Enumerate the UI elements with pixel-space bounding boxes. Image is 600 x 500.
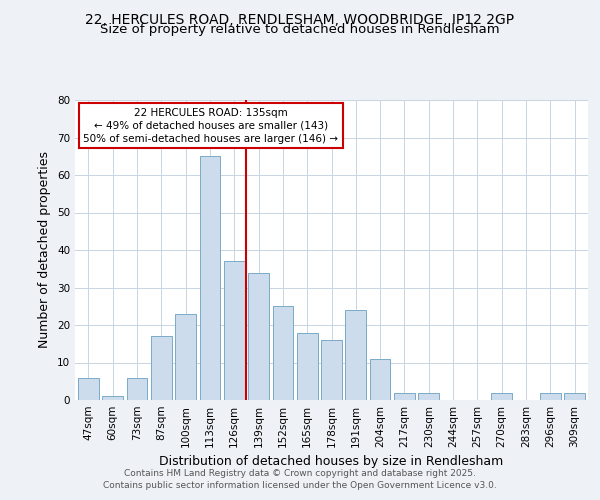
Bar xyxy=(346,310,366,400)
Text: Size of property relative to detached houses in Rendlesham: Size of property relative to detached ho… xyxy=(100,22,500,36)
Bar xyxy=(103,396,123,400)
Text: Contains public sector information licensed under the Open Government Licence v3: Contains public sector information licen… xyxy=(103,481,497,490)
Bar xyxy=(127,378,148,400)
Text: 22, HERCULES ROAD, RENDLESHAM, WOODBRIDGE, IP12 2GP: 22, HERCULES ROAD, RENDLESHAM, WOODBRIDG… xyxy=(85,12,515,26)
Bar xyxy=(370,359,391,400)
Bar xyxy=(297,332,317,400)
Bar xyxy=(564,392,585,400)
Y-axis label: Number of detached properties: Number of detached properties xyxy=(38,152,52,348)
Bar xyxy=(418,392,439,400)
Bar xyxy=(248,272,269,400)
Bar xyxy=(321,340,342,400)
X-axis label: Distribution of detached houses by size in Rendlesham: Distribution of detached houses by size … xyxy=(160,456,503,468)
Text: Contains HM Land Registry data © Crown copyright and database right 2025.: Contains HM Land Registry data © Crown c… xyxy=(124,468,476,477)
Bar xyxy=(224,261,245,400)
Bar xyxy=(175,314,196,400)
Bar xyxy=(540,392,560,400)
Bar xyxy=(200,156,220,400)
Text: 22 HERCULES ROAD: 135sqm
← 49% of detached houses are smaller (143)
50% of semi-: 22 HERCULES ROAD: 135sqm ← 49% of detach… xyxy=(83,108,338,144)
Bar xyxy=(151,336,172,400)
Bar xyxy=(78,378,99,400)
Bar xyxy=(394,392,415,400)
Bar xyxy=(272,306,293,400)
Bar xyxy=(491,392,512,400)
